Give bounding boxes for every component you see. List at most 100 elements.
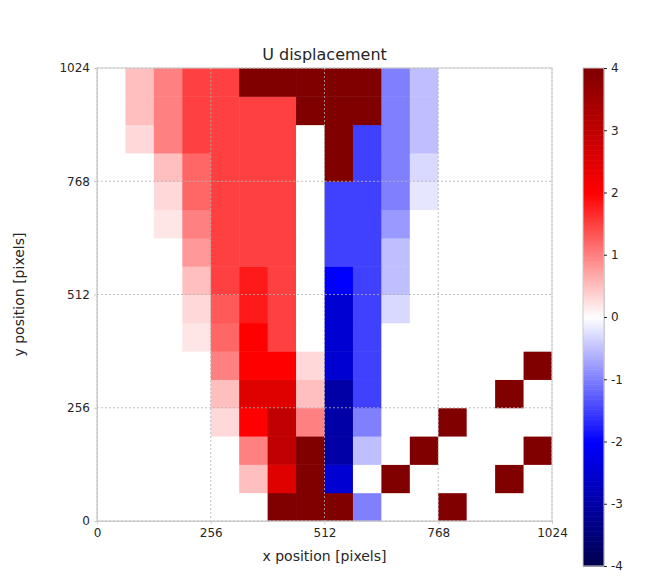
- heatmap-cell: [154, 351, 183, 380]
- heatmap-cell: [154, 408, 183, 437]
- heatmap-cell: [325, 125, 354, 154]
- heatmap-cell: [268, 96, 297, 125]
- heatmap-cell: [211, 436, 240, 465]
- plot-frame: [97, 68, 552, 521]
- heatmap-cell: [381, 181, 410, 210]
- heatmap-cell: [325, 181, 354, 210]
- heatmap-cell: [438, 295, 467, 324]
- heatmap-cell: [154, 68, 183, 97]
- heatmap-cell: [211, 266, 240, 295]
- heatmap-cell: [125, 125, 154, 154]
- heatmap-cell: [325, 68, 354, 97]
- tick-label: 768: [67, 175, 90, 189]
- heatmap-cell: [154, 181, 183, 210]
- heatmap-cell: [125, 153, 154, 182]
- heatmap-cell: [154, 436, 183, 465]
- heatmap-cell: [239, 125, 268, 154]
- tick-label: 0: [82, 514, 90, 528]
- heatmap-cell: [211, 125, 240, 154]
- heatmap-cell: [97, 68, 126, 97]
- grid-line: [97, 407, 552, 408]
- heatmap-cell: [296, 96, 325, 125]
- heatmap-cell: [239, 436, 268, 465]
- heatmap-cell: [495, 153, 524, 182]
- heatmap-cell: [353, 408, 382, 437]
- x-axis: 02565127681024: [94, 521, 568, 540]
- tick-label: 0: [94, 526, 102, 540]
- heatmap-cell: [381, 266, 410, 295]
- heatmap-cell: [268, 323, 297, 352]
- tick-mark: [604, 193, 607, 194]
- tick: 0: [94, 521, 102, 540]
- heatmap-cell: [182, 436, 211, 465]
- heatmap-cell: [125, 351, 154, 380]
- heatmap-cell: [211, 379, 240, 408]
- heatmap-cell: [125, 68, 154, 97]
- heatmap-cell: [325, 408, 354, 437]
- tick: -3: [604, 497, 623, 511]
- heatmap-cell: [467, 210, 496, 239]
- heatmap-cell: [239, 464, 268, 493]
- heatmap-cell: [410, 210, 439, 239]
- heatmap-cell: [239, 493, 268, 521]
- heatmap-cell: [268, 210, 297, 239]
- tick-label: 3: [611, 124, 619, 138]
- heatmap-cell: [495, 210, 524, 239]
- heatmap-cell: [239, 96, 268, 125]
- heatmap-cell: [524, 68, 552, 97]
- heatmap-cell: [154, 153, 183, 182]
- heatmap-cell: [381, 436, 410, 465]
- tick: 4: [604, 61, 619, 75]
- heatmap-cell: [410, 493, 439, 521]
- heatmap-cell: [125, 323, 154, 352]
- tick: 512: [67, 288, 97, 302]
- heatmap-cell: [268, 436, 297, 465]
- heatmap-cell: [325, 210, 354, 239]
- heatmap-cell: [381, 379, 410, 408]
- heatmap-cell: [97, 181, 126, 210]
- heatmap-cell: [325, 464, 354, 493]
- tick-mark: [604, 68, 607, 69]
- heatmap-cell: [211, 323, 240, 352]
- grid: [97, 68, 552, 521]
- heatmap-cell: [211, 181, 240, 210]
- heatmap-cell: [125, 493, 154, 521]
- heatmap-cell: [524, 493, 552, 521]
- heatmap-cell: [296, 295, 325, 324]
- heatmap-cell: [182, 351, 211, 380]
- heatmap-cell: [182, 181, 211, 210]
- heatmap-cell: [410, 436, 439, 465]
- tick-label: -3: [611, 497, 623, 511]
- heatmap-cell: [381, 323, 410, 352]
- heatmap-cell: [438, 181, 467, 210]
- heatmap-cell: [438, 351, 467, 380]
- heatmap-cell: [467, 125, 496, 154]
- heatmap-cell: [524, 181, 552, 210]
- heatmap-cell: [325, 238, 354, 267]
- heatmap-cell: [296, 408, 325, 437]
- tick: 1024: [537, 521, 568, 540]
- heatmap-cell: [438, 379, 467, 408]
- heatmap-cell: [296, 464, 325, 493]
- tick-label: 2: [611, 186, 619, 200]
- heatmap-cell: [154, 266, 183, 295]
- heatmap-cell: [268, 181, 297, 210]
- heatmap-cell: [296, 181, 325, 210]
- heatmap-cell: [495, 379, 524, 408]
- heatmap-cell: [524, 464, 552, 493]
- heatmap-cell: [125, 181, 154, 210]
- heatmap-cell: [410, 266, 439, 295]
- heatmap: [97, 68, 552, 521]
- tick-mark: [604, 130, 607, 131]
- tick-label: 4: [611, 61, 619, 75]
- heatmap-cell: [410, 96, 439, 125]
- heatmap-cell: [524, 125, 552, 154]
- heatmap-cell: [268, 464, 297, 493]
- heatmap-cell: [125, 379, 154, 408]
- heatmap-cell: [524, 96, 552, 125]
- heatmap-cell: [524, 153, 552, 182]
- grid-line: [97, 181, 552, 182]
- heatmap-cell: [268, 125, 297, 154]
- tick-label: 256: [200, 526, 223, 540]
- heatmap-cell: [495, 238, 524, 267]
